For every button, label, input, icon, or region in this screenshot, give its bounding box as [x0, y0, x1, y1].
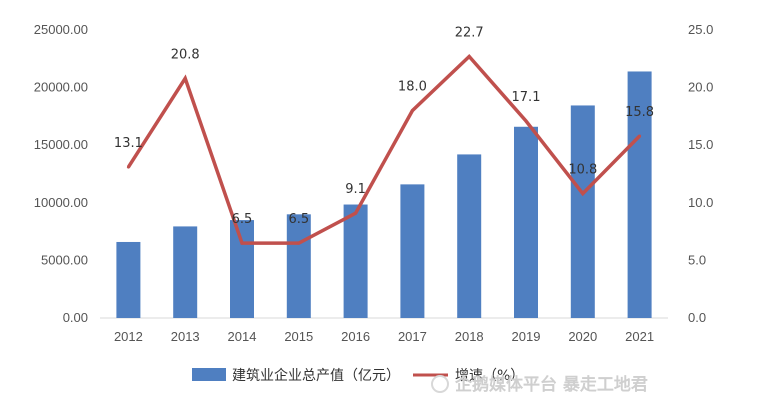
- watermark-text: 企鹅媒体平台 暴走工地君: [454, 374, 648, 395]
- data-label: 18.0: [398, 80, 427, 95]
- legend-line-label: 增速（%）: [455, 368, 524, 384]
- bar: [230, 220, 254, 318]
- line-point: [638, 134, 642, 138]
- y-left-tick-label: 5000.00: [41, 252, 88, 267]
- bar: [570, 105, 595, 319]
- y-right-tick-label: 25.0: [688, 22, 713, 37]
- axes: 0.00 5000.00 10000.00 15000.00 20000.00 25000…: [34, 22, 714, 344]
- y-right-tick-label: 10.0: [688, 195, 713, 210]
- data-label: 13.1: [114, 136, 143, 151]
- data-labels: 13.1 20.8 6.5 6.5 9.1 18.0 22.7 17.1 10.8 15.8: [114, 25, 654, 227]
- watermark-logo-icon: [431, 375, 449, 393]
- x-tick-label: 2016: [341, 329, 370, 344]
- y-right-tick-label: 15.0: [688, 137, 713, 152]
- y-right-tick-label: 0.0: [688, 310, 706, 325]
- data-label: 22.7: [455, 25, 484, 40]
- bar: [343, 204, 368, 318]
- line-point: [524, 119, 528, 123]
- line-point: [581, 192, 585, 196]
- line-point: [410, 109, 414, 113]
- bar: [514, 126, 538, 318]
- x-tick-label: 2013: [171, 329, 200, 344]
- bar: [457, 154, 482, 318]
- bar-series: [116, 71, 652, 319]
- x-tick-label: 2015: [284, 329, 313, 344]
- line-point: [297, 241, 301, 245]
- x-tick-label: 2019: [512, 329, 541, 344]
- line-point: [354, 211, 358, 215]
- x-tick-label: 2017: [398, 329, 427, 344]
- bar: [116, 241, 141, 318]
- legend-bar-label: 建筑业企业总产值（亿元）: [232, 367, 400, 384]
- data-label: 15.8: [625, 105, 654, 120]
- x-tick-label: 2018: [455, 329, 484, 344]
- bar: [286, 214, 311, 318]
- y-left-tick-label: 0.00: [63, 310, 88, 325]
- bar: [173, 226, 198, 318]
- y-left-tick-label: 25000.00: [34, 22, 88, 37]
- bar: [627, 71, 652, 318]
- watermark: 企鹅媒体平台 暴走工地君: [431, 374, 648, 395]
- x-tick-label: 2014: [228, 329, 257, 344]
- bar: [400, 184, 425, 318]
- x-tick-label: 2012: [114, 329, 143, 344]
- data-label: 17.1: [512, 90, 541, 105]
- legend-bar-swatch: [192, 368, 226, 381]
- line-point: [126, 165, 130, 169]
- line-point: [240, 241, 244, 245]
- data-label: 20.8: [171, 47, 200, 62]
- legend: 建筑业企业总产值（亿元） 增速（%）: [192, 367, 524, 384]
- line-series: [126, 53, 642, 245]
- growth-line: [126, 53, 641, 245]
- y-left-tick-label: 20000.00: [34, 80, 88, 95]
- y-right-tick-label: 5.0: [688, 252, 706, 267]
- line-point: [467, 54, 471, 58]
- y-left-tick-label: 10000.00: [34, 195, 88, 210]
- line-point: [183, 76, 187, 80]
- y-right-tick-label: 20.0: [688, 80, 713, 95]
- data-label: 6.5: [288, 212, 309, 227]
- x-tick-label: 2021: [625, 329, 654, 344]
- data-label: 6.5: [232, 212, 253, 227]
- x-tick-label: 2020: [568, 329, 597, 344]
- y-left-tick-label: 15000.00: [34, 137, 88, 152]
- data-label: 9.1: [345, 182, 366, 197]
- data-label: 10.8: [568, 163, 597, 178]
